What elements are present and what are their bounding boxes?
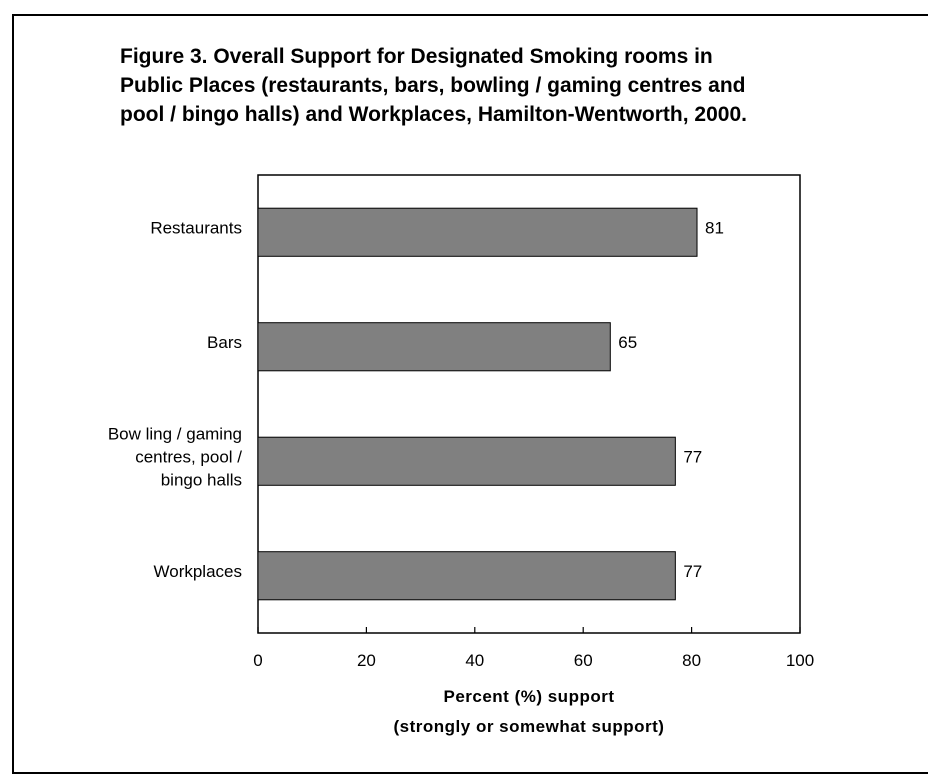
data-label: 77 xyxy=(683,448,702,467)
category-label: Bars xyxy=(207,333,242,352)
chart-title-line: Public Places (restaurants, bars, bowlin… xyxy=(120,74,746,97)
x-axis-title: (strongly or somewhat support) xyxy=(394,717,665,736)
category-label: Workplaces xyxy=(154,562,243,581)
bar xyxy=(257,322,611,372)
chart-title: Figure 3. Overall Support for Designated… xyxy=(120,42,880,129)
x-tick-label: 60 xyxy=(574,651,593,670)
x-axis-title: Percent (%) support xyxy=(443,687,614,706)
category-label: Bow ling / gaming centres, pool / bingo ha… xyxy=(108,425,242,490)
x-tick-label: 40 xyxy=(465,651,484,670)
x-tick-label: 80 xyxy=(682,651,701,670)
bar xyxy=(257,436,676,486)
bar xyxy=(257,207,698,257)
category-label: Restaurants xyxy=(150,219,242,238)
chart-title-line: pool / bingo halls) and Workplaces, Hami… xyxy=(120,103,747,126)
bar xyxy=(257,551,676,601)
data-label: 81 xyxy=(705,219,724,238)
x-tick-label: 0 xyxy=(253,651,262,670)
data-label: 77 xyxy=(683,562,702,581)
x-tick-label: 20 xyxy=(357,651,376,670)
chart-title-line: Figure 3. Overall Support for Designated… xyxy=(120,45,713,68)
data-label: 65 xyxy=(618,333,637,352)
x-tick-label: 100 xyxy=(786,651,814,670)
